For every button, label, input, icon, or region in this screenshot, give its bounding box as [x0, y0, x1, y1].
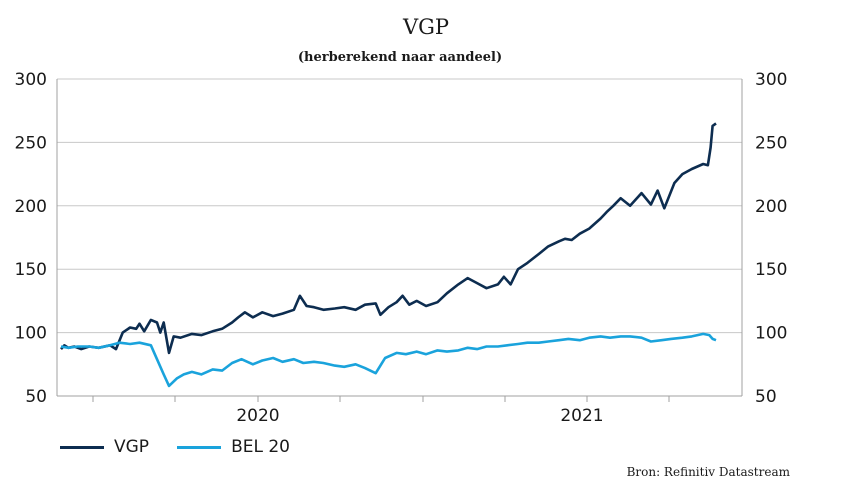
y-tick-label-right: 100	[755, 324, 787, 344]
legend-label-vgp: VGP	[114, 437, 150, 457]
y-tick-label-left: 150	[15, 260, 47, 280]
y-tick-label-right: 250	[755, 133, 787, 153]
y-tick-label-left: 250	[15, 133, 47, 153]
legend-swatch-vgp	[60, 445, 104, 449]
y-tick-label-right: 50	[755, 387, 777, 407]
y-tick-label-left: 50	[25, 387, 47, 407]
x-tick-label: 2020	[236, 406, 279, 426]
y-tick-label-right: 200	[755, 197, 787, 217]
y-tick-label-left: 200	[15, 197, 47, 217]
y-tick-label-left: 300	[15, 70, 47, 90]
legend-item-bel20: BEL 20	[177, 437, 290, 457]
y-tick-label-right: 150	[755, 260, 787, 280]
chart-title: VGP	[402, 15, 450, 39]
legend-label-bel20: BEL 20	[231, 437, 290, 457]
legend: VGP BEL 20	[60, 437, 318, 457]
y-tick-label-left: 100	[15, 324, 47, 344]
legend-swatch-bel20	[177, 445, 222, 449]
y-tick-label-right: 300	[755, 70, 787, 90]
series-line-vgp	[60, 122, 717, 355]
chart-subtitle: (herberekend naar aandeel)	[297, 50, 503, 65]
x-tick-label: 2021	[560, 406, 603, 426]
source-note: Bron: Refinitiv Datastream	[626, 465, 790, 479]
legend-item-vgp: VGP	[60, 437, 149, 457]
series-line-bel-20	[60, 332, 717, 388]
